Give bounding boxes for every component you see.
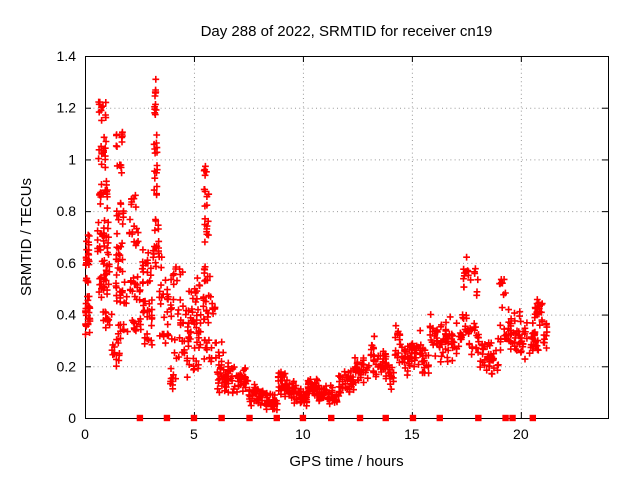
zero-value-square-marker [409,414,417,422]
y-tick-label: 0.6 [57,255,77,271]
zero-value-square-marker [190,414,198,422]
y-tick-label: 1 [68,151,76,167]
zero-value-square-marker [529,414,537,422]
zero-value-square-marker [163,414,171,422]
x-axis-title: GPS time / hours [289,453,404,470]
zero-value-square-marker [382,414,389,422]
zero-value-square-marker [502,414,509,422]
y-tick-label: 0 [68,410,76,426]
y-tick-label: 0.8 [57,203,77,219]
zero-value-square-marker [475,414,482,422]
x-tick-label: 15 [404,426,420,442]
zero-value-square-marker [328,414,335,422]
zero-value-square-marker [509,414,516,422]
zero-value-square-marker [299,414,307,422]
x-tick-label: 0 [81,426,89,442]
zero-value-square-marker [218,414,225,422]
x-tick-label: 5 [190,426,198,442]
zero-value-square-marker [246,414,253,422]
x-tick-label: 10 [295,426,311,442]
y-tick-label: 1.2 [57,100,77,116]
zero-value-square-marker [136,414,144,422]
y-tick-label: 0.4 [57,307,77,323]
y-tick-label: 0.2 [57,358,77,374]
plot-border [85,56,609,419]
y-tick-label: 1.4 [57,48,77,64]
data-points-plus-markers [82,75,551,414]
zero-value-square-marker [436,414,443,422]
x-tick-label: 20 [513,426,529,442]
chart-title: Day 288 of 2022, SRMTID for receiver cn1… [200,23,493,40]
zero-value-square-marker [273,414,280,422]
zero-value-square-marker [356,414,364,422]
